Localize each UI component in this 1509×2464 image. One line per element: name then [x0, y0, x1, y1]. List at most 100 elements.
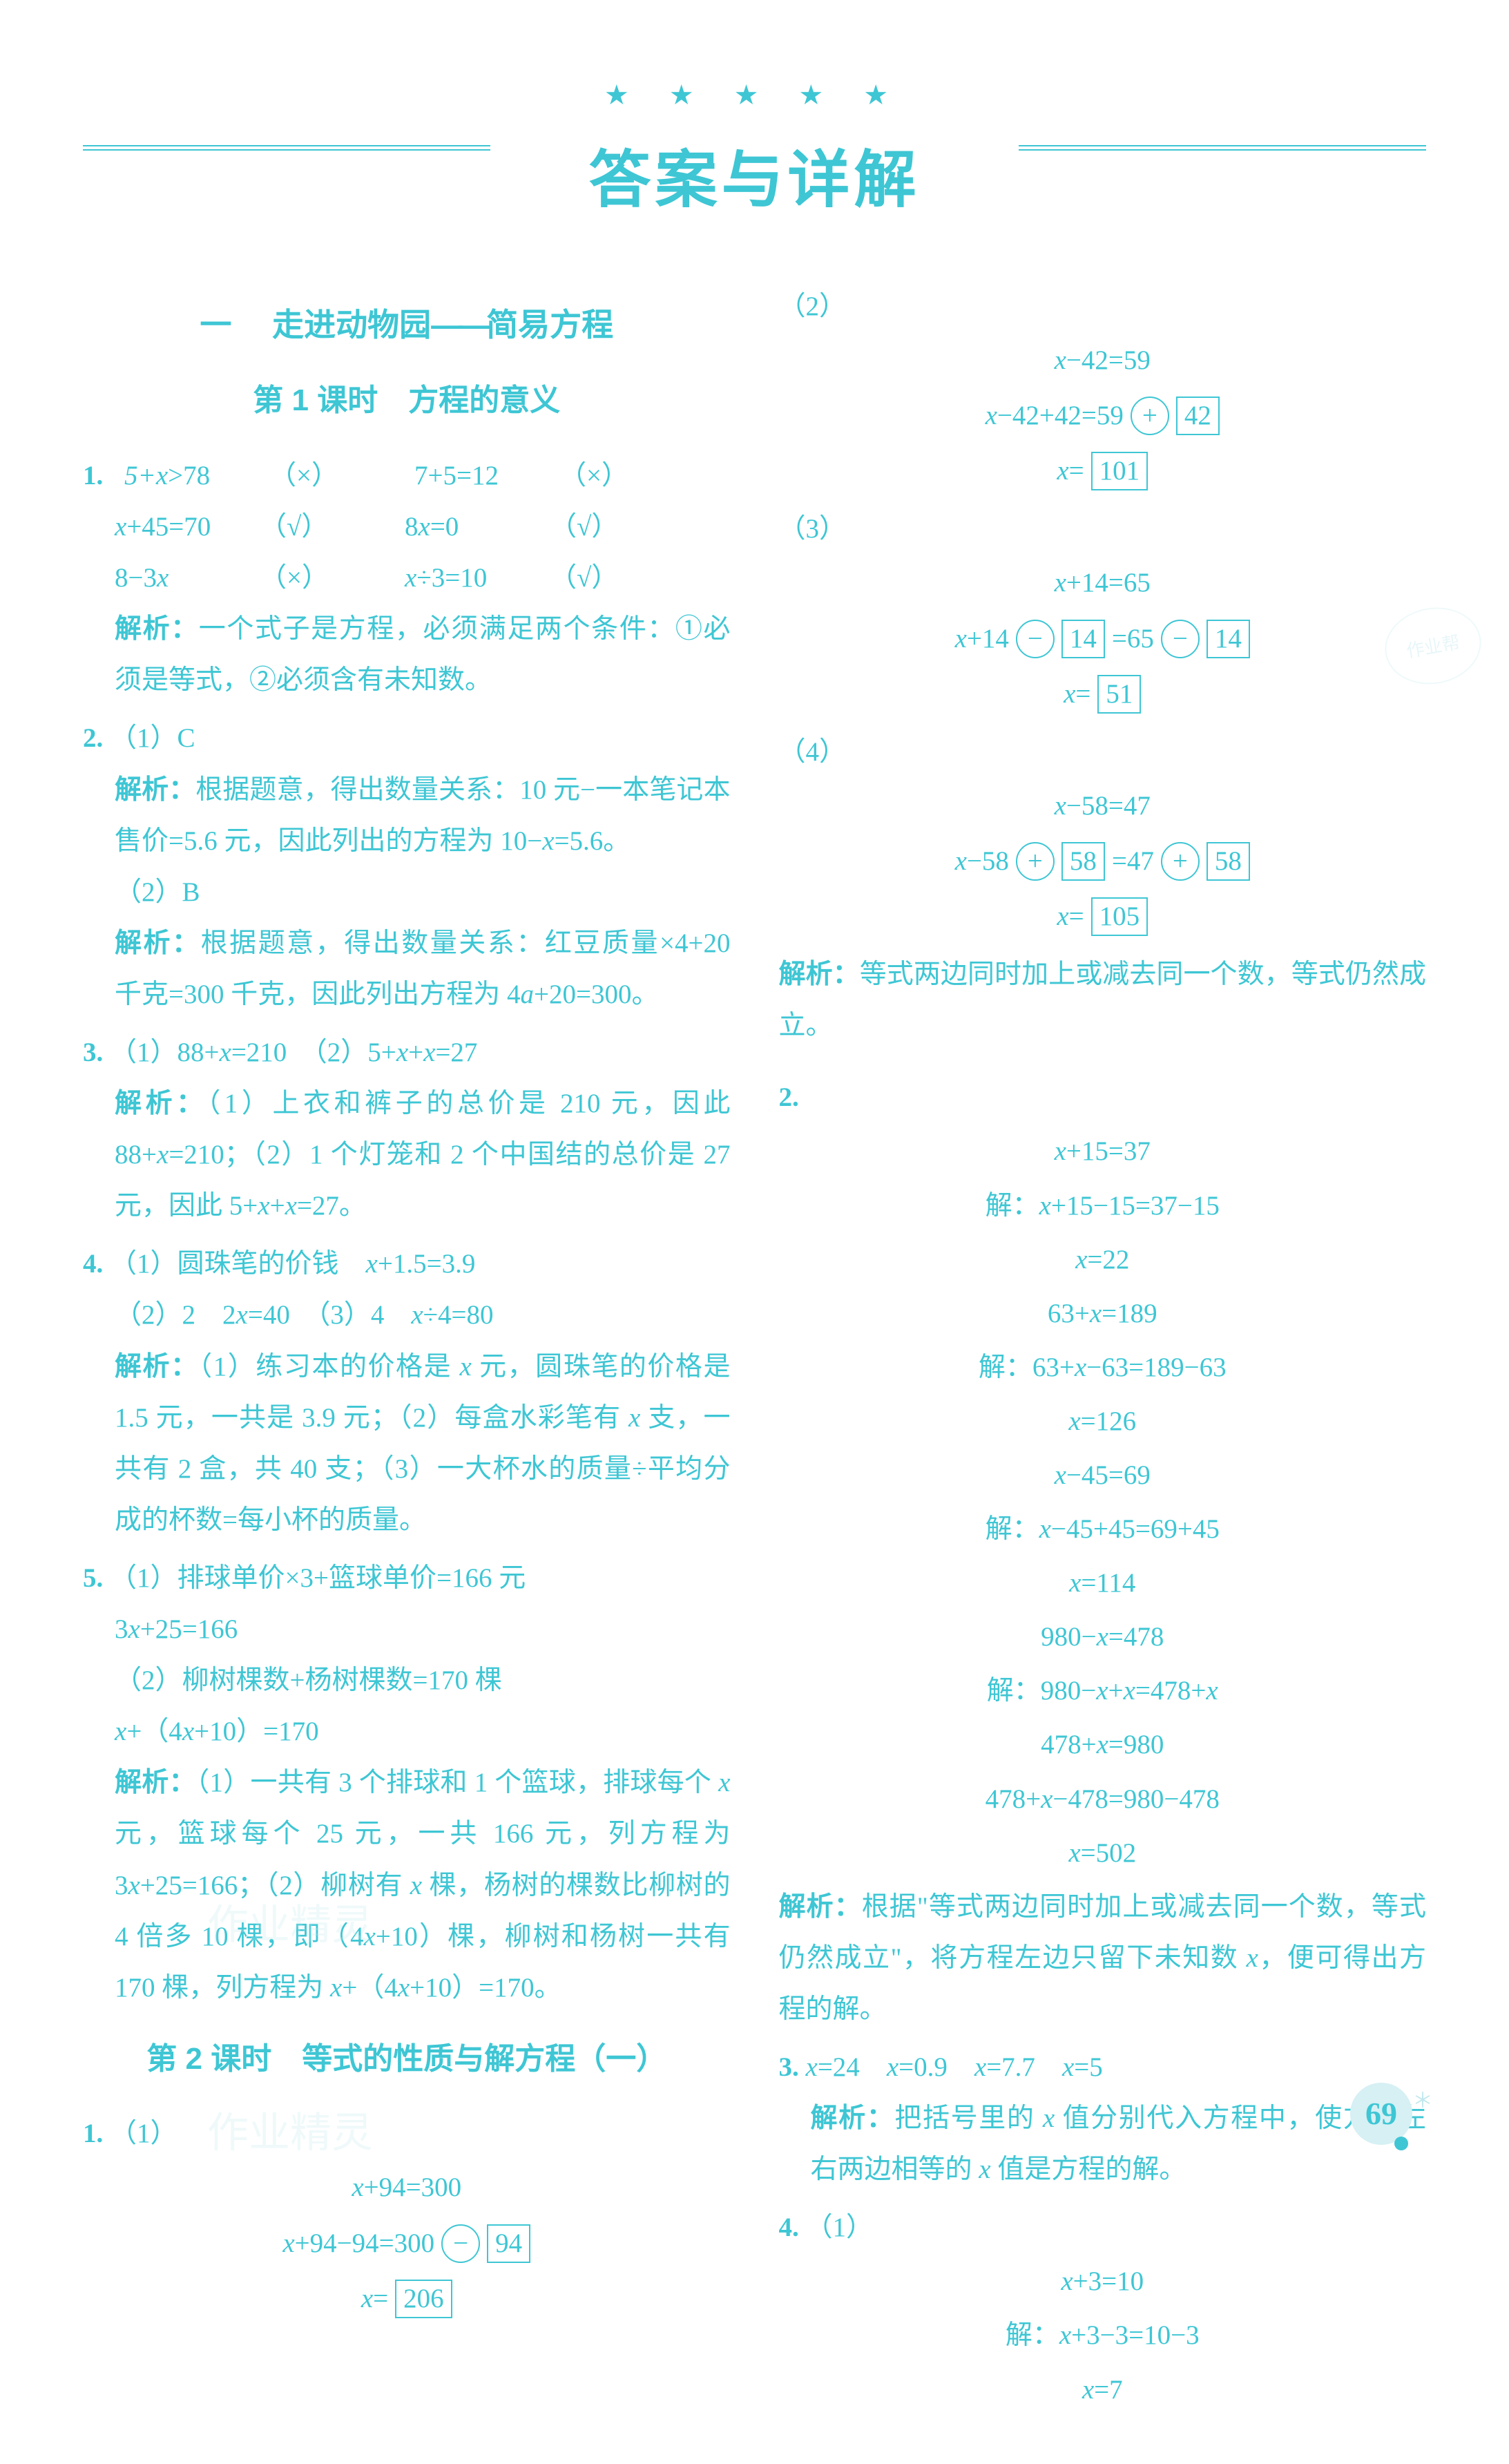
lesson1-title: 第 1 课时 方程的意义	[83, 372, 731, 430]
q1-r1-bm: （×）	[559, 450, 704, 502]
header-rule-right	[1019, 145, 1426, 149]
r-q3-analysis: 解析：把括号里的 x 值分别代入方程中，使方程左右两边相等的 x 值是方程的解。	[779, 2093, 1427, 2195]
r-analysis1: 解析：等式两边同时加上或减去同一个数，等式仍然成立。	[779, 949, 1427, 1051]
q1-r2-b: 8x=0	[405, 502, 550, 553]
equation-line: 980−x=478	[779, 1612, 1427, 1663]
q3-number: 3.	[83, 1038, 103, 1067]
minus-icon: −	[1016, 620, 1055, 658]
r-q3-number: 3.	[779, 2052, 799, 2082]
q1-r3-am: （×）	[260, 553, 405, 604]
r-p3-label: （3）	[779, 504, 1427, 555]
equation-line: 解：x+15−15=37−15	[779, 1181, 1427, 1232]
eq-mid: =65	[1112, 613, 1154, 665]
q5-l4: x+（4x+10）=170	[83, 1706, 731, 1757]
r-p2-eq3: x= 101	[779, 446, 1427, 497]
q1-r2-bm: （√）	[550, 502, 695, 553]
equation-line: x=502	[779, 1828, 1427, 1879]
header-rule-left	[83, 145, 490, 149]
q5-l3: （2）柳树棵数+杨树棵数=170 棵	[83, 1655, 731, 1706]
right-column: （2） x−42=59 x−42+42=59 + 42 x= 101 （3） x…	[779, 281, 1427, 2423]
r-q2-lines: x+15=37解：x+15−15=37−15x=2263+x=189解：63+x…	[779, 1126, 1427, 1878]
minus-icon: −	[1161, 620, 1200, 658]
lesson2-title: 第 2 课时 等式的性质与解方程（一）	[83, 2030, 731, 2088]
q2: 2. （1）C 解析：根据题意，得出数量关系：10 元−一本笔记本售价=5.6 …	[83, 713, 731, 1020]
header-stars: ★ ★ ★ ★ ★	[83, 69, 1426, 122]
r-p3-eq2: x+14 − 14 =65 − 14	[779, 613, 1427, 665]
eq-mid: =47	[1112, 836, 1154, 887]
r-q4: 4. （1） x+3=10解：x+3−3=10−3x=7	[779, 2202, 1427, 2415]
plus-icon: +	[1016, 842, 1055, 881]
page-title: 答案与详解	[83, 122, 1426, 240]
equation-line: 478+x=980	[779, 1719, 1427, 1770]
answer-box: 58	[1061, 842, 1105, 881]
answer-box: 206	[395, 2280, 452, 2318]
q3: 3. （1）88+x=210 （2）5+x+x=27 解析：（1）上衣和裤子的总…	[83, 1027, 731, 1232]
q5-analysis: 解析：（1）一共有 3 个排球和 1 个篮球，排球每个 x 元，篮球每个 25 …	[83, 1757, 731, 2013]
q4-number: 4.	[83, 1249, 103, 1279]
r-q3: 3. x=24 x=0.9 x=7.7 x=5 解析：把括号里的 x 值分别代入…	[779, 2042, 1427, 2195]
chapter-name: 走进动物园	[272, 307, 431, 343]
r-p2-eq2: x−42+42=59 + 42	[779, 390, 1427, 441]
l2q1-part: （1）	[110, 2119, 177, 2148]
r-q4-lines: x+3=10解：x+3−3=10−3x=7	[779, 2256, 1427, 2415]
answer-box: 51	[1097, 675, 1141, 714]
l2-q1: 1. （1） x+94=300 x+94−94=300 − 94 x= 206	[83, 2108, 731, 2324]
r-q2: 2. x+15=37解：x+15−15=37−15x=2263+x=189解：6…	[779, 1072, 1427, 2035]
q1-number: 1.	[83, 461, 103, 490]
r-p4-eq3: x= 105	[779, 891, 1427, 942]
q1-analysis: 解析：一个式子是方程，必须满足两个条件：①必须是等式，②必须含有未知数。	[83, 604, 731, 706]
q1-r2-am: （√）	[260, 502, 405, 553]
q2-p1: （1）C	[110, 723, 195, 753]
q1-r1-b: 7+5=12	[414, 450, 559, 502]
q2-p1-analysis: 解析：根据题意，得出数量关系：10 元−一本笔记本售价=5.6 元，因此列出的方…	[83, 765, 731, 867]
minus-icon: −	[441, 2224, 480, 2263]
watermark: 作业精灵	[207, 1886, 373, 1965]
answer-box: 14	[1207, 620, 1250, 658]
equation-line: x=114	[779, 1558, 1427, 1609]
r-p3-eq1: x+14=65	[779, 557, 1427, 609]
r-p2-label: （2）	[779, 281, 1427, 332]
q1-r3-b: x÷3=10	[405, 553, 550, 604]
r-p4-label: （4）	[779, 727, 1427, 778]
q4-analysis: 解析：（1）练习本的价格是 x 元，圆珠笔的价格是 1.5 元，一共是 3.9 …	[83, 1341, 731, 1546]
q1-r1-a: 5+x>78	[124, 450, 269, 502]
equation-line: 63+x=189	[779, 1288, 1427, 1339]
chapter-number: 一	[200, 307, 231, 343]
equation-line: 478+x−478=980−478	[779, 1774, 1427, 1825]
answer-box: 58	[1207, 842, 1250, 881]
q1-r3-a: 8−3x	[115, 553, 260, 604]
equation-line: x+15=37	[779, 1126, 1427, 1177]
equation-line: x=7	[779, 2365, 1427, 2416]
q1-r3-bm: （√）	[550, 553, 695, 604]
answer-box: 101	[1091, 452, 1148, 490]
l2q1-eq2: x+94−94=300 − 94	[83, 2218, 731, 2269]
chapter-sub: 简易方程	[486, 307, 613, 343]
r-q4-number: 4.	[779, 2213, 799, 2242]
answer-box: 105	[1091, 897, 1148, 936]
q5-l2: 3x+25=166	[83, 1604, 731, 1655]
q3-analysis: 解析：（1）上衣和裤子的总价是 210 元，因此 88+x=210；（2）1 个…	[83, 1078, 731, 1232]
r-q2-number: 2.	[779, 1082, 799, 1112]
r-p3: （3） x+14=65 x+14 − 14 =65 − 14 x= 51	[779, 504, 1427, 719]
q4-l2: （2）2 2x=40 （3）4 x÷4=80	[83, 1290, 731, 1341]
equation-line: x=126	[779, 1396, 1427, 1447]
q5-l1: （1）排球单价×3+篮球单价=166 元	[110, 1563, 526, 1593]
q1: 1. 5+x>78 （×） 7+5=12 （×） x+45=70 （√） 8x=…	[83, 450, 731, 706]
q2-p2-analysis: 解析：根据题意，得出数量关系：红豆质量×4+20 千克=300 千克，因此列出方…	[83, 918, 731, 1020]
watermark: 作业精灵	[207, 2094, 373, 2172]
star-icon: ＊	[1412, 2081, 1433, 2121]
chapter-dash: ——	[431, 307, 486, 343]
equation-line: 解：x+3−3=10−3	[779, 2310, 1427, 2361]
q2-number: 2.	[83, 723, 103, 753]
l2q1-number: 1.	[83, 2119, 103, 2148]
r-q4-part: （1）	[806, 2213, 874, 2242]
equation-line: x+3=10	[779, 2256, 1427, 2307]
r-q2-analysis: 解析：根据"等式两边同时加上或减去同一个数，等式仍然成立"，将方程左边只留下未知…	[779, 1882, 1427, 2035]
r-p2-eq1: x−42=59	[779, 335, 1427, 386]
q1-r1-am: （×）	[269, 450, 414, 502]
q4: 4. （1）圆珠笔的价钱 x+1.5=3.9 （2）2 2x=40 （3）4 x…	[83, 1239, 731, 1546]
page-header: ★ ★ ★ ★ ★ 答案与详解	[83, 69, 1426, 240]
r-p3-eq3: x= 51	[779, 669, 1427, 720]
equation-line: 解：63+x−63=189−63	[779, 1342, 1427, 1393]
chapter-title: 一 走进动物园——简易方程	[83, 295, 731, 355]
